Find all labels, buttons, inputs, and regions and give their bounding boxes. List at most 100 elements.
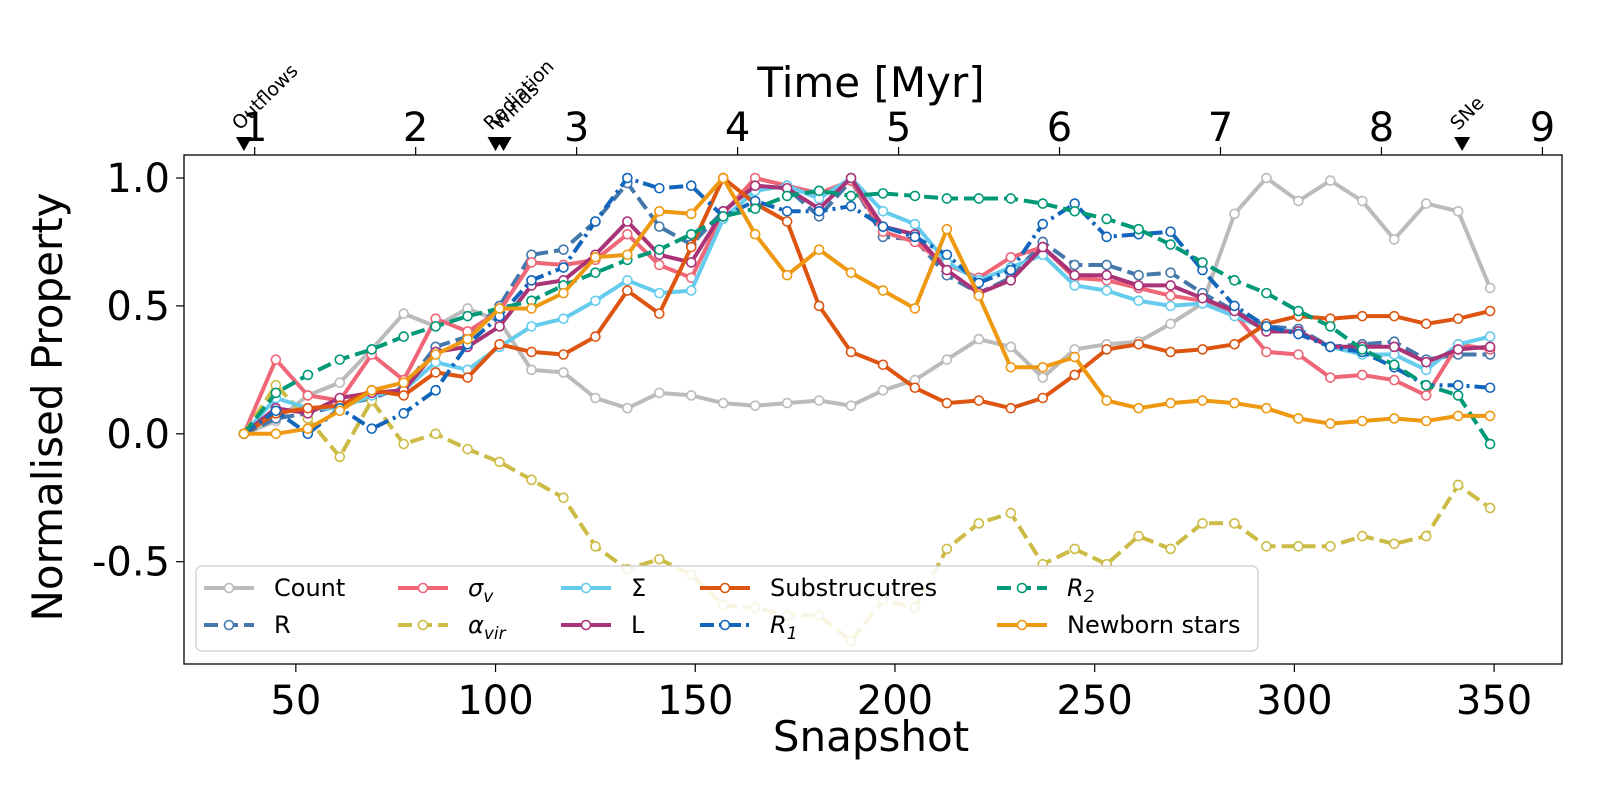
series-line <box>242 176 1491 435</box>
series-line <box>242 188 1492 446</box>
series-newborn-stars <box>238 172 1496 440</box>
data-point <box>781 269 793 281</box>
data-point <box>1484 438 1496 450</box>
data-point <box>877 188 889 199</box>
data-point <box>1165 346 1176 358</box>
legend-label: αvir <box>468 611 507 644</box>
legend-marker <box>580 582 592 594</box>
top-tick-label: 2 <box>403 105 428 151</box>
x-axis-title: Snapshot <box>773 712 969 761</box>
data-point <box>366 385 378 396</box>
data-point <box>1197 257 1208 268</box>
data-point <box>654 205 665 217</box>
data-point <box>973 333 985 345</box>
data-point <box>1133 295 1144 307</box>
data-point <box>654 182 665 194</box>
data-point <box>1388 310 1400 322</box>
legend-label: Newborn stars <box>1067 611 1241 639</box>
data-point <box>1165 239 1176 250</box>
data-point <box>1325 372 1336 383</box>
data-point <box>1293 328 1304 340</box>
data-point <box>1484 502 1496 514</box>
data-point <box>781 216 793 227</box>
data-point <box>685 285 697 296</box>
data-point <box>398 308 409 319</box>
data-point <box>494 321 505 332</box>
data-point <box>526 275 537 286</box>
legend-label: Substrucutres <box>770 574 937 602</box>
data-point <box>1069 280 1081 291</box>
data-point <box>813 300 825 312</box>
data-point <box>1101 395 1112 406</box>
x-tick-label: 200 <box>857 678 933 724</box>
data-point <box>877 285 889 296</box>
data-point <box>1484 341 1496 353</box>
data-point <box>1165 300 1176 312</box>
data-point <box>749 228 761 240</box>
data-point <box>1388 374 1400 386</box>
data-point <box>813 205 825 217</box>
data-point <box>654 553 665 565</box>
data-point <box>334 354 346 365</box>
data-point <box>1420 318 1432 330</box>
series-line <box>243 176 1491 436</box>
data-point <box>1261 287 1272 299</box>
data-point <box>526 364 537 376</box>
data-point <box>558 313 569 324</box>
data-point <box>1165 267 1176 278</box>
data-point <box>685 241 697 253</box>
legend-label: R1 <box>770 611 798 644</box>
top-tick-label: 6 <box>1047 105 1072 151</box>
data-point <box>398 408 409 419</box>
data-point <box>941 397 953 409</box>
data-point <box>558 349 569 360</box>
data-point <box>462 443 473 455</box>
data-point <box>430 349 441 360</box>
data-point <box>590 331 601 342</box>
data-point <box>1261 321 1272 332</box>
data-point <box>1484 410 1496 422</box>
event-marker <box>1454 137 1471 151</box>
legend-label: L <box>631 611 645 639</box>
data-point <box>1037 372 1049 383</box>
data-point <box>1069 269 1081 281</box>
data-point <box>973 290 985 301</box>
data-point <box>334 451 346 463</box>
data-point <box>1452 410 1464 422</box>
legend-label: R2 <box>1067 574 1095 607</box>
data-point <box>1005 264 1017 276</box>
data-point <box>877 221 889 232</box>
data-point <box>654 387 665 399</box>
data-point <box>398 390 409 401</box>
data-point <box>302 402 314 414</box>
y-tick-label: 1.0 <box>106 156 170 202</box>
data-point <box>654 259 665 271</box>
data-point <box>749 203 761 215</box>
data-point <box>590 392 601 404</box>
data-point <box>1293 413 1304 424</box>
data-point <box>1261 402 1272 414</box>
data-point <box>1356 344 1368 355</box>
data-point <box>1165 280 1176 291</box>
data-point <box>909 303 921 314</box>
data-point <box>654 308 665 319</box>
data-point <box>749 400 761 411</box>
y-tick-label: 0.5 <box>106 284 170 330</box>
data-point <box>238 428 250 440</box>
data-point <box>1356 530 1368 542</box>
data-point <box>1229 208 1240 220</box>
legend-marker <box>417 619 429 631</box>
data-point <box>270 387 282 399</box>
data-point <box>877 359 889 371</box>
legend-marker <box>1016 619 1028 631</box>
data-point <box>813 244 825 255</box>
legend-marker <box>223 582 235 594</box>
data-point <box>398 377 409 388</box>
data-point <box>1037 241 1049 253</box>
legend-marker <box>223 619 235 631</box>
data-point <box>1069 259 1081 271</box>
data-point <box>1325 321 1336 332</box>
data-point <box>941 264 953 276</box>
data-point <box>1325 418 1336 429</box>
data-point <box>1197 518 1208 529</box>
